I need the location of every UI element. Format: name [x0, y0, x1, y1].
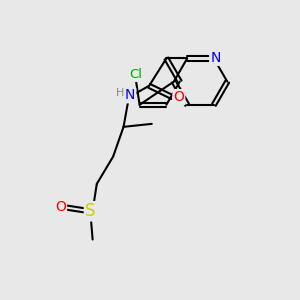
Text: S: S — [85, 202, 95, 220]
Text: H: H — [116, 88, 124, 98]
Text: Cl: Cl — [130, 68, 142, 81]
Text: N: N — [210, 51, 220, 65]
Text: O: O — [173, 90, 184, 104]
Text: O: O — [55, 200, 66, 214]
Text: N: N — [125, 88, 135, 102]
